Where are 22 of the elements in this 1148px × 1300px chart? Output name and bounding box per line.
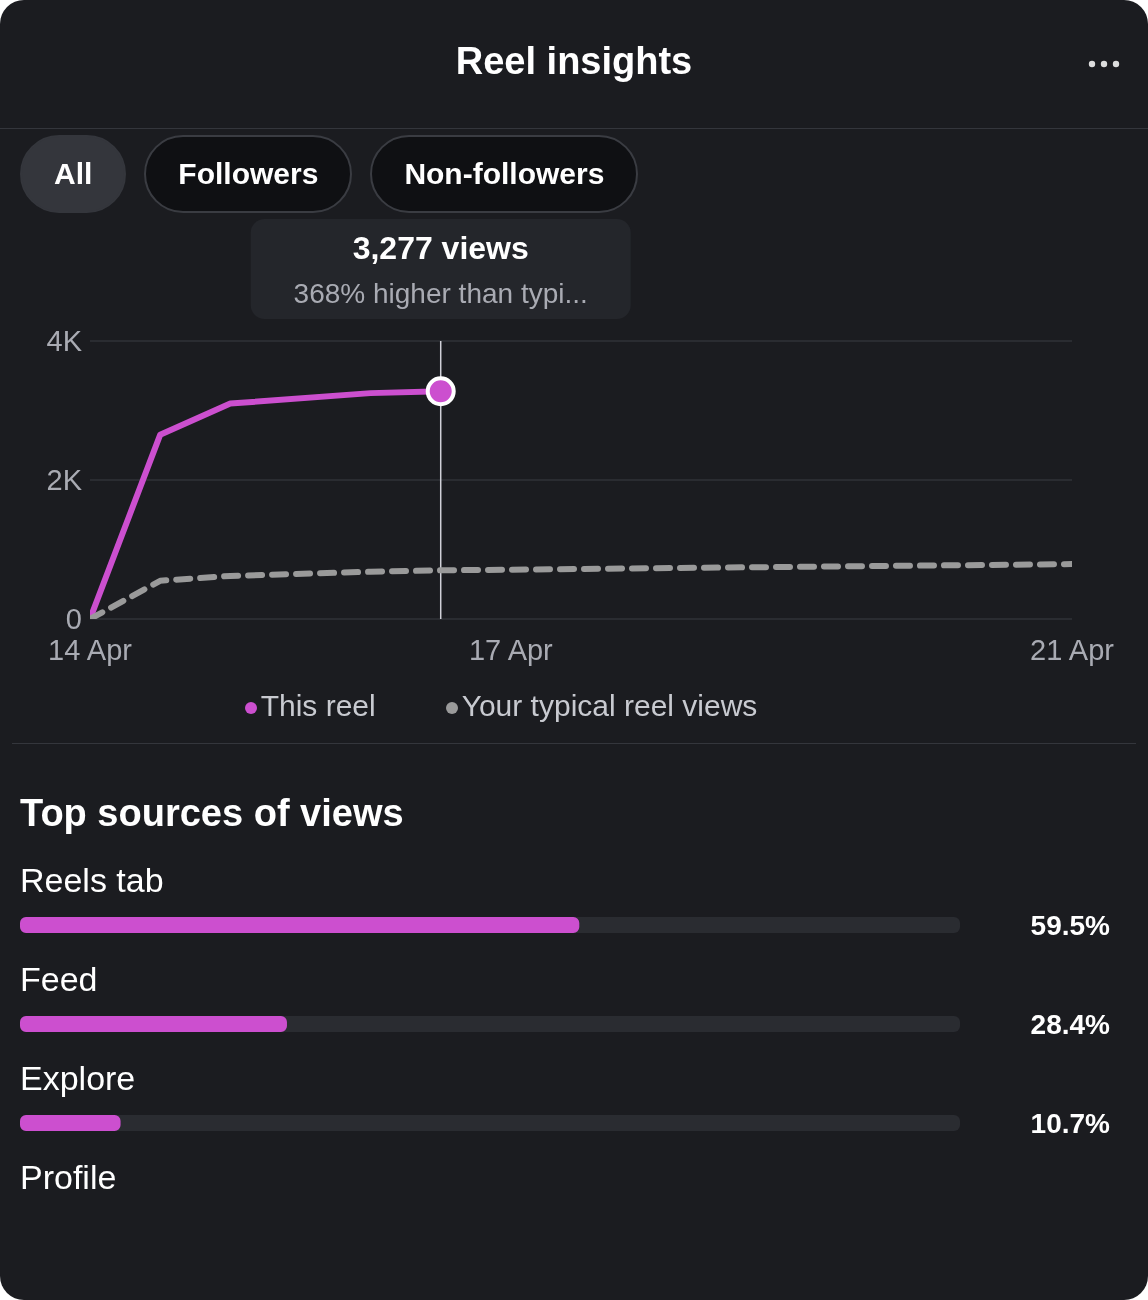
text: 3,277 views <box>352 230 529 266</box>
x-tick-label: 14 Apr <box>48 633 133 666</box>
text: Followers <box>144 135 353 213</box>
y-tick-label: Feed <box>20 959 98 999</box>
data-label: 59.5% <box>1030 910 1111 941</box>
x-tick-label: 21 Apr <box>1030 633 1115 666</box>
y-tick-label: 4K <box>46 325 83 358</box>
y-tick-label: 2K <box>46 464 83 497</box>
data-label: 28.4% <box>1030 1009 1111 1040</box>
y-tick-label: Explore <box>20 1058 136 1098</box>
x-tick-label: 17 Apr <box>468 633 554 666</box>
legend-label: Your typical reel views <box>461 689 758 722</box>
chart-title: Top sources of views <box>19 791 405 835</box>
text: 368% higher than typi... <box>293 278 588 309</box>
text: Non-followers <box>370 135 639 213</box>
chart-title: Reel insights <box>454 39 694 83</box>
y-tick-label: Reels tab <box>20 860 164 900</box>
data-label: 10.7% <box>1030 1108 1111 1139</box>
text: All <box>20 135 127 213</box>
legend-label: This reel <box>260 689 376 722</box>
y-tick-label: 0 <box>65 603 82 636</box>
y-tick-label: Profile <box>20 1157 117 1197</box>
